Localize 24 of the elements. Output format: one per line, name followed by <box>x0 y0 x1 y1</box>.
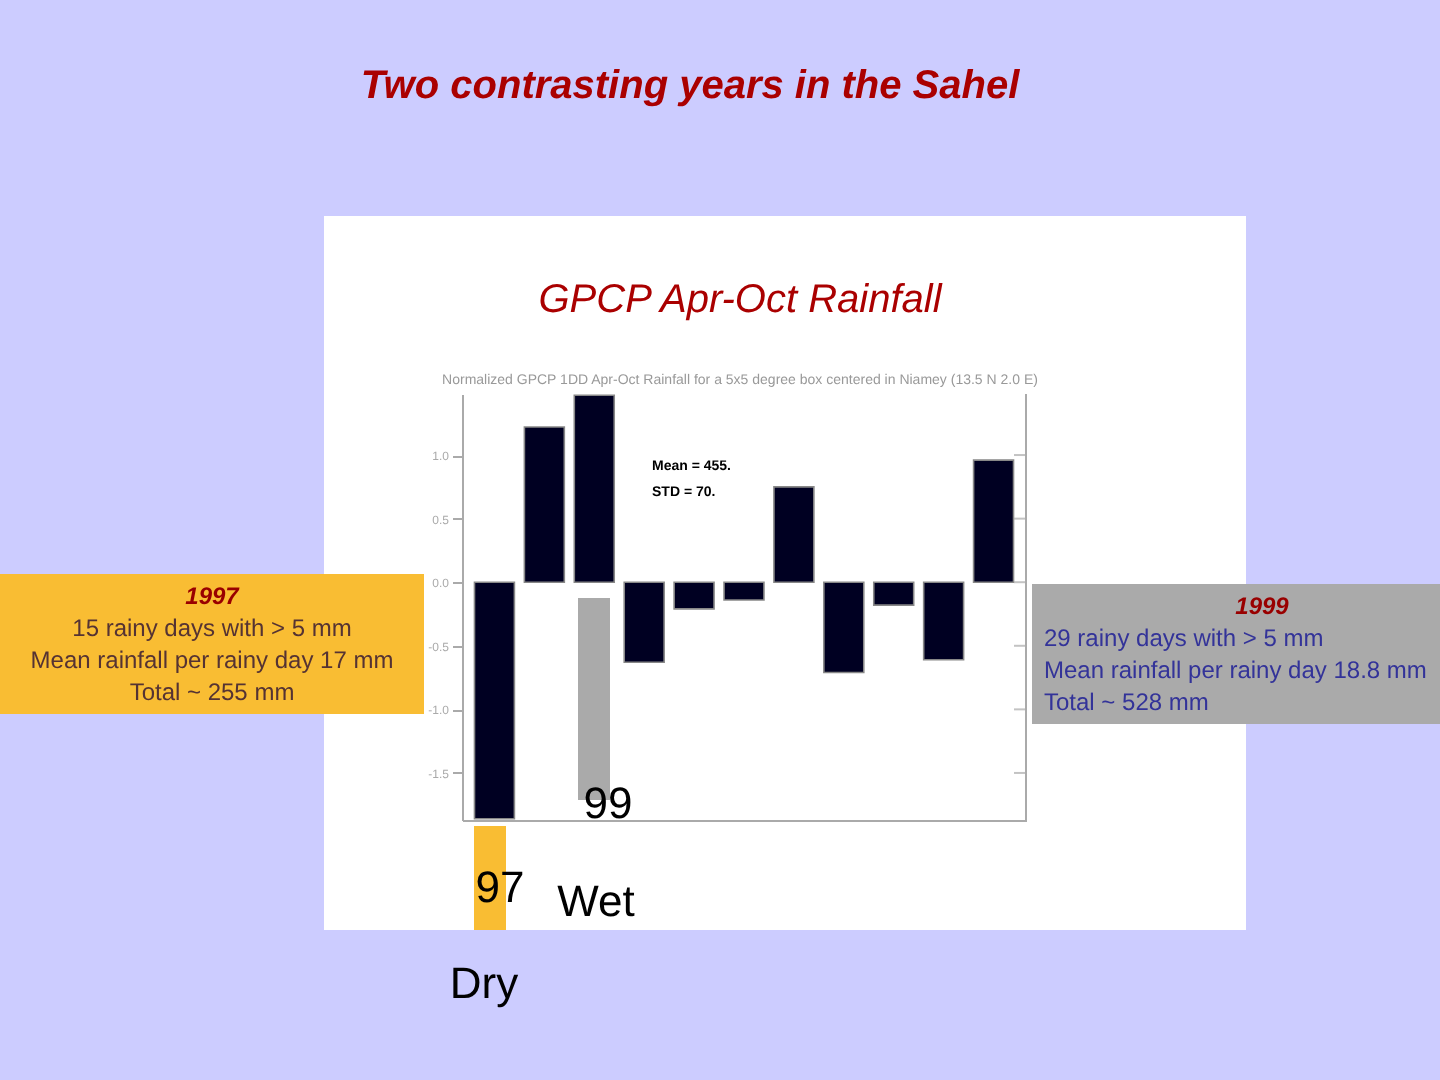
bar <box>773 486 815 583</box>
text: 15 rainy days with > 5 mm <box>72 614 352 642</box>
bar <box>872 581 915 606</box>
bar <box>823 581 865 674</box>
text: Mean rainfall per rainy day 17 mm <box>30 646 394 674</box>
text: Dry <box>449 958 519 1008</box>
text: Wet <box>557 876 635 926</box>
bar <box>523 426 566 583</box>
text: Total ~ 528 mm <box>1044 688 1209 716</box>
bar <box>573 394 616 583</box>
bar <box>623 581 665 664</box>
chart-subtitle: GPCP Apr-Oct Rainfall <box>538 278 943 322</box>
text: 1999 <box>1235 592 1290 620</box>
bar <box>972 459 1015 583</box>
bar <box>922 581 965 661</box>
text: Mean rainfall per rainy day 18.8 mm <box>1044 656 1427 684</box>
bar <box>723 581 765 601</box>
bar <box>673 581 715 610</box>
bar <box>473 581 516 820</box>
chart-title: Two contrasting years in the Sahel <box>360 64 1021 108</box>
text: 29 rainy days with > 5 mm <box>1044 624 1324 652</box>
annotation: 99 <box>583 778 633 828</box>
text: 1997 <box>185 582 242 610</box>
text: Total ~ 255 mm <box>129 678 295 706</box>
